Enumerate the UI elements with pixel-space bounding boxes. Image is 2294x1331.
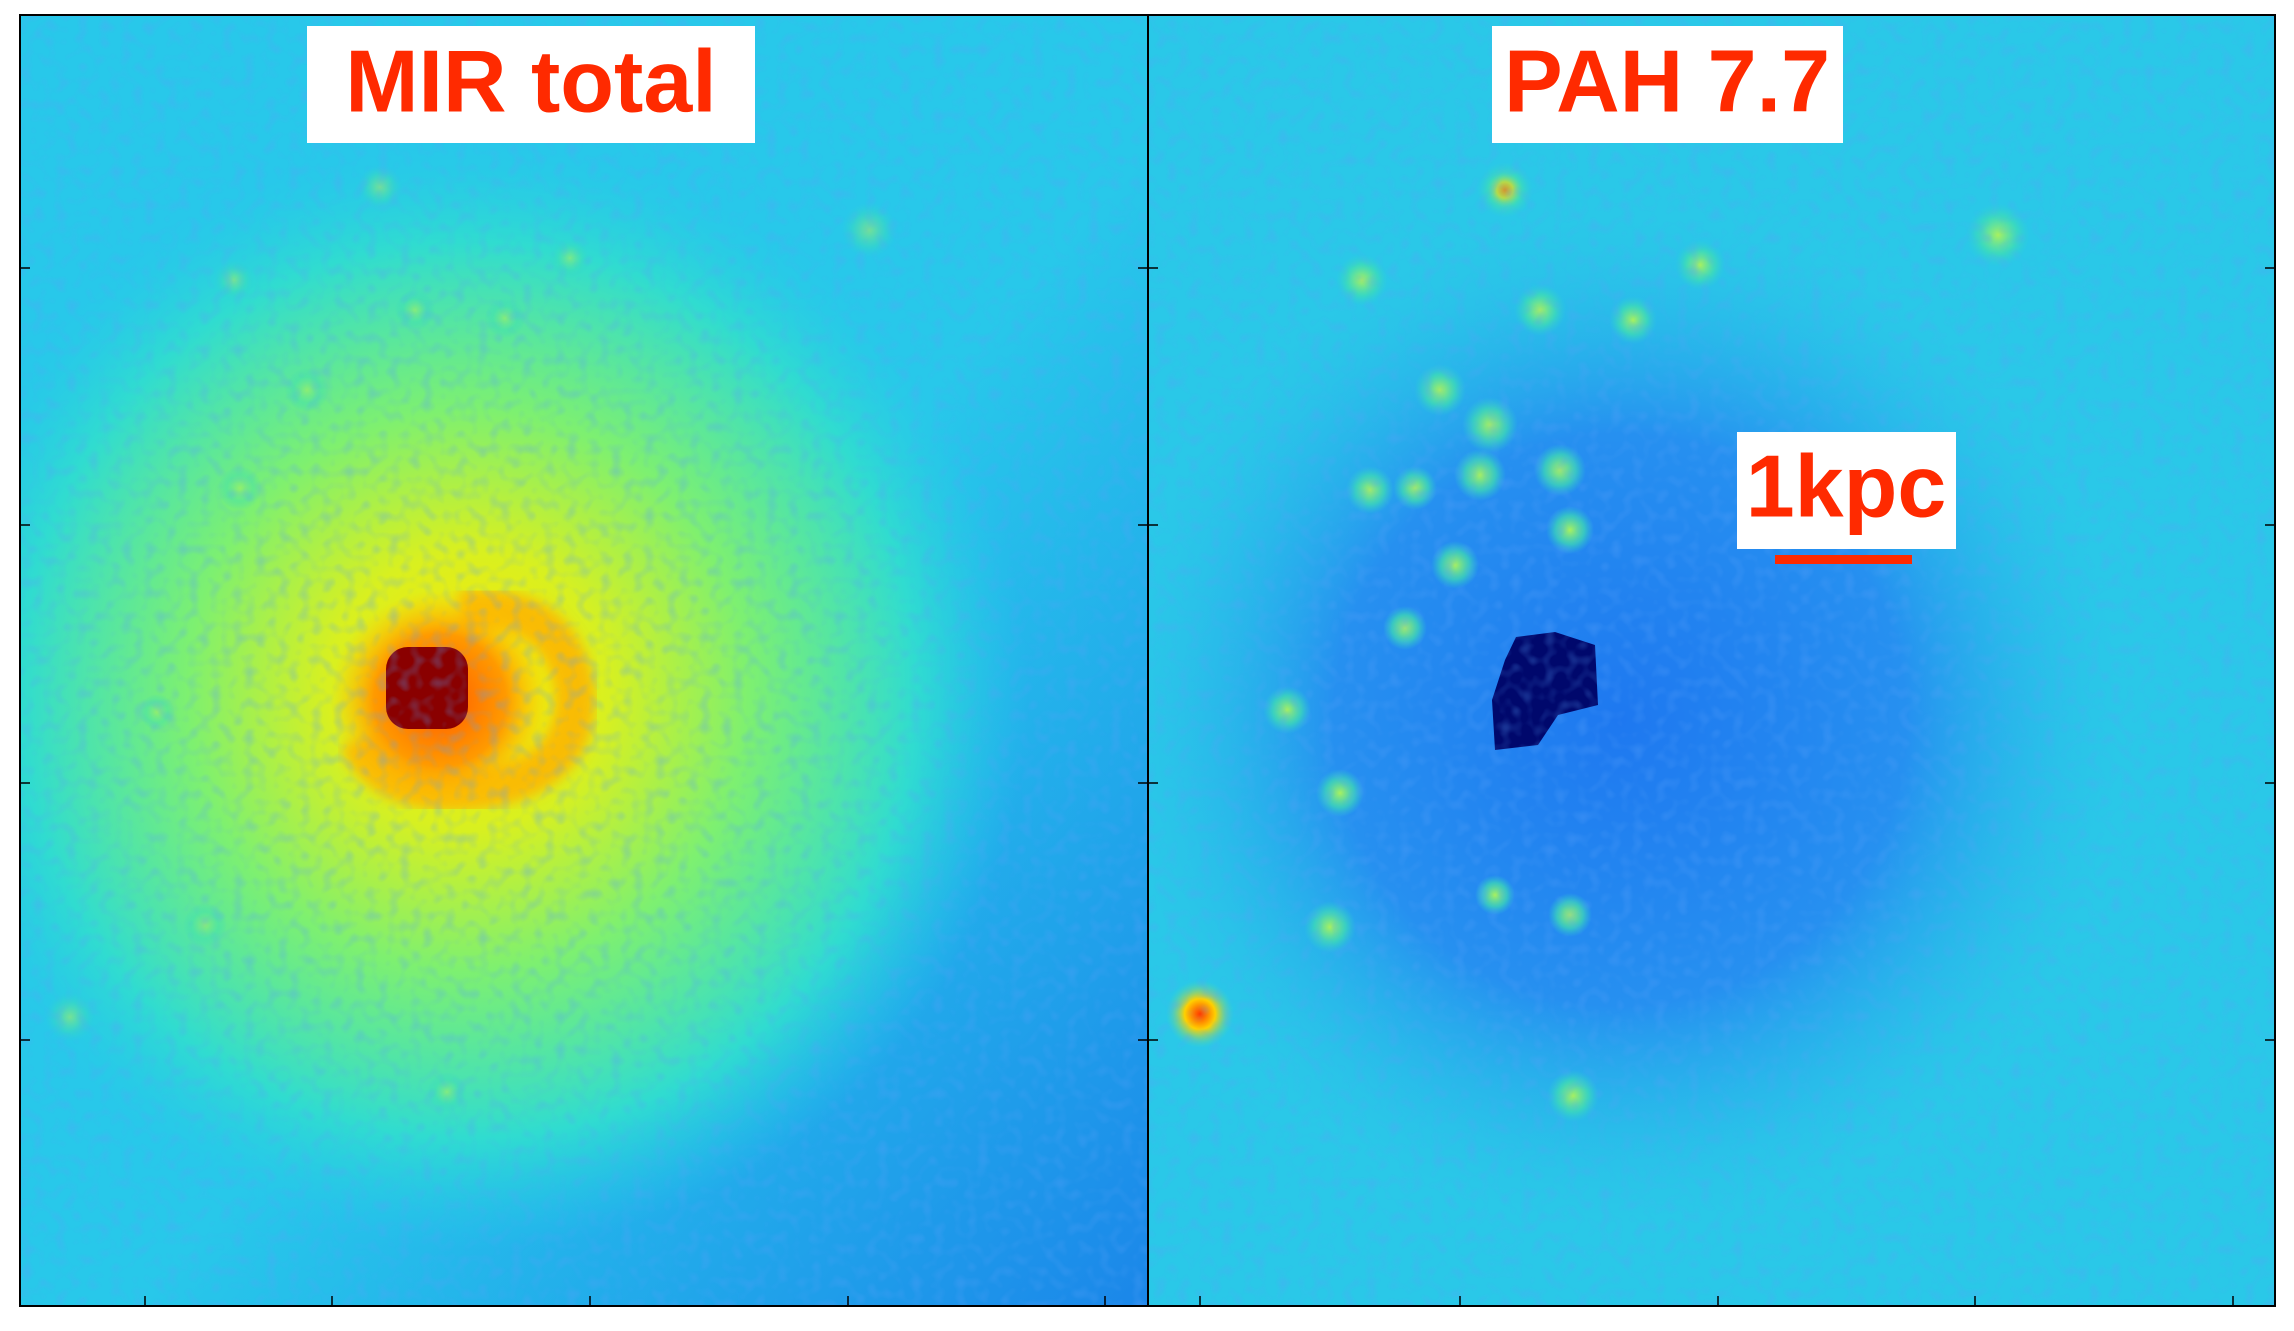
scale-bar-label: 1kpc bbox=[1746, 436, 1947, 535]
left-panel-image bbox=[20, 15, 1148, 1306]
right-panel-image bbox=[1148, 15, 2275, 1306]
label-box bbox=[1737, 432, 1956, 549]
label-box bbox=[1492, 26, 1843, 143]
tick-marks bbox=[20, 267, 2275, 1306]
panel-label: PAH 7.7 bbox=[1504, 31, 1830, 130]
label-box bbox=[307, 26, 755, 143]
scale-bar bbox=[1775, 555, 1912, 564]
panel-label: MIR total bbox=[345, 31, 717, 130]
